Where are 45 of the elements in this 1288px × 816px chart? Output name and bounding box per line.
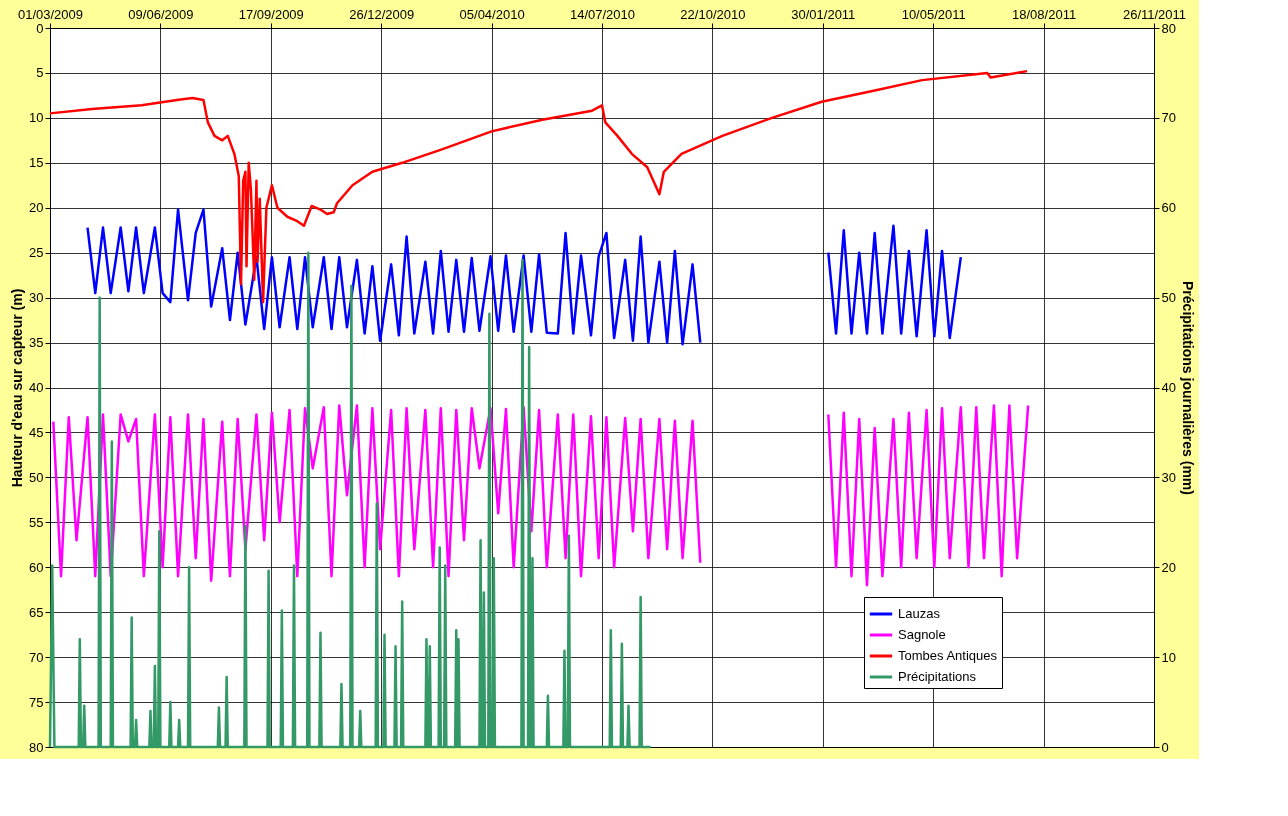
y-tick-label: 20 <box>29 200 44 216</box>
x-tick-label: 18/08/2011 <box>1012 6 1077 22</box>
y2-tick-label: 0 <box>1161 739 1169 755</box>
legend-label: Sagnole <box>898 627 946 642</box>
x-tick-label: 05/04/2010 <box>459 6 525 22</box>
y-tick-label: 60 <box>29 559 44 575</box>
x-tick-label: 01/03/2009 <box>17 6 84 22</box>
y2-tick-label: 30 <box>1161 469 1176 485</box>
y-tick-label: 80 <box>29 739 44 755</box>
y2-tick-label: 20 <box>1161 559 1176 575</box>
x-tick-label: 10/05/2011 <box>901 6 966 22</box>
y-tick-label: 65 <box>29 604 44 620</box>
y-tick-label: 40 <box>29 380 44 395</box>
y-tick-label: 0 <box>36 20 44 36</box>
y-tick-label: 70 <box>29 649 44 665</box>
legend-label: Tombes Antiques <box>898 648 998 663</box>
y-tick-label: 5 <box>36 65 44 81</box>
y-tick-label: 55 <box>29 514 44 530</box>
legend-label: Précipitations <box>898 669 977 684</box>
y2-axis-title: Précipitations journalières (mm) <box>1179 281 1196 495</box>
x-tick-label: 30/01/2011 <box>791 6 856 22</box>
x-tick-label: 26/12/2009 <box>349 6 415 22</box>
y-tick-label: 45 <box>29 424 44 440</box>
line-series <box>48 251 652 749</box>
y-tick-label: 75 <box>29 694 44 710</box>
y-tick-label: 25 <box>29 245 44 261</box>
y2-tick-label: 60 <box>1161 200 1176 216</box>
x-tick-label: 14/07/2010 <box>569 6 636 22</box>
x-tick-label: 26/11/2011 <box>1122 6 1187 22</box>
y-axis-title: Hauteur d'eau sur capteur (m) <box>9 288 26 488</box>
y-tick-label: 15 <box>29 155 44 171</box>
x-tick-label: 17/09/2009 <box>238 6 304 22</box>
y-tick-label: 10 <box>29 110 44 126</box>
y2-tick-label: 80 <box>1161 20 1176 36</box>
y2-tick-label: 10 <box>1161 649 1176 665</box>
legend-label: Lauzas <box>898 606 941 621</box>
y2-tick-label: 70 <box>1161 110 1176 126</box>
y-tick-label: 30 <box>29 290 44 306</box>
x-tick-label: 22/10/2010 <box>680 6 746 22</box>
y-tick-label: 35 <box>29 335 44 351</box>
y2-tick-label: 50 <box>1161 290 1176 306</box>
y2-tick-label: 40 <box>1161 380 1176 395</box>
y-tick-label: 50 <box>29 469 44 485</box>
line-series <box>48 69 1029 304</box>
x-tick-label: 09/06/2009 <box>128 6 194 22</box>
